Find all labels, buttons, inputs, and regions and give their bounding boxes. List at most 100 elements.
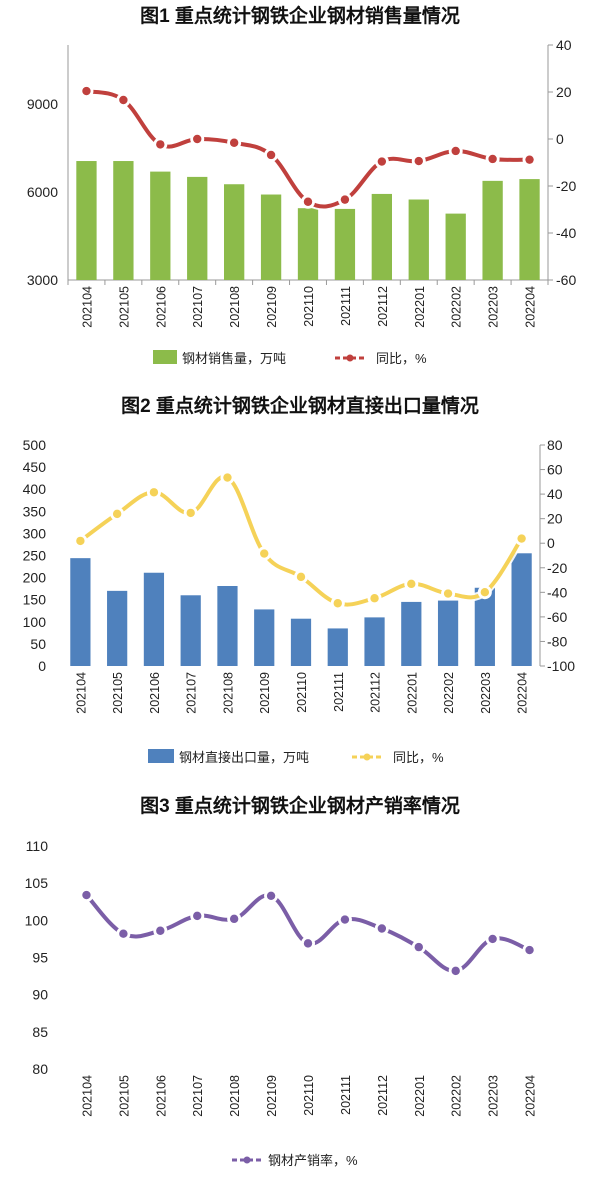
legend-swatch-bar xyxy=(148,749,174,763)
bar xyxy=(519,179,540,280)
left-tick-label: 500 xyxy=(23,437,47,453)
data-point xyxy=(193,911,202,921)
data-point xyxy=(229,138,239,147)
x-tick-label: 202109 xyxy=(258,672,272,714)
bar xyxy=(150,171,171,280)
left-tick-label: 350 xyxy=(23,503,47,519)
x-tick-label: 202203 xyxy=(479,672,493,714)
left-tick-label: 90 xyxy=(32,987,48,1003)
x-tick-label: 202105 xyxy=(117,1075,131,1117)
x-tick-label: 202106 xyxy=(148,672,162,714)
x-tick-label: 202106 xyxy=(154,286,168,328)
data-point xyxy=(407,579,416,589)
bar xyxy=(290,618,312,666)
bar xyxy=(334,208,356,280)
data-point xyxy=(333,599,342,608)
data-point xyxy=(443,589,453,598)
x-tick-label: 202109 xyxy=(265,1075,279,1117)
left-tick-label: 80 xyxy=(32,1061,48,1077)
x-tick-label: 202107 xyxy=(185,672,199,714)
x-tick-label: 202106 xyxy=(154,1075,168,1117)
x-tick-label: 202107 xyxy=(191,1075,205,1117)
left-tick-label: 6000 xyxy=(27,184,58,200)
chart-title: 图2 重点统计钢铁企业钢材直接出口量情况 xyxy=(121,394,479,417)
bar xyxy=(143,572,165,666)
left-tick-label: 85 xyxy=(32,1024,48,1040)
bar xyxy=(482,180,503,280)
left-tick-label: 110 xyxy=(26,838,49,854)
bar xyxy=(511,553,532,666)
bar xyxy=(445,213,466,280)
data-point xyxy=(119,929,128,938)
x-tick-label: 202104 xyxy=(80,286,94,328)
x-tick-label: 202201 xyxy=(413,286,427,328)
right-tick-label: 60 xyxy=(547,462,563,478)
right-tick-label: -100 xyxy=(547,658,575,674)
legend-swatch-marker xyxy=(243,1156,251,1164)
left-tick-label: 100 xyxy=(25,912,49,928)
x-tick-label: 202202 xyxy=(450,1075,464,1117)
x-tick-label: 202108 xyxy=(228,1075,242,1117)
right-tick-label: 20 xyxy=(547,511,563,527)
right-tick-label: -40 xyxy=(547,584,567,600)
left-tick-label: 3000 xyxy=(27,272,58,288)
legend-label: 钢材直接出口量，万吨 xyxy=(179,750,309,765)
chart-2: 图2 重点统计钢铁企业钢材直接出口量情况 -100 -80 -60 -40 -20 0 20 4… xyxy=(23,394,576,765)
data-point xyxy=(377,924,387,933)
data-point xyxy=(488,934,497,944)
right-tick-label: 80 xyxy=(547,437,563,453)
data-point xyxy=(266,150,276,160)
x-tick-label: 202203 xyxy=(487,286,501,328)
left-tick-label: 200 xyxy=(23,570,47,586)
bar xyxy=(401,601,422,666)
x-tick-label: 202112 xyxy=(376,1075,390,1116)
data-point xyxy=(488,154,497,164)
left-tick-label: 100 xyxy=(23,614,47,630)
x-tick-label: 202201 xyxy=(413,1075,427,1117)
x-tick-label: 202111 xyxy=(332,672,346,712)
data-point xyxy=(193,134,202,144)
right-tick-label: -60 xyxy=(547,609,567,625)
data-point xyxy=(414,156,423,166)
bar xyxy=(327,628,348,666)
bar xyxy=(474,587,495,666)
data-point xyxy=(82,890,91,900)
right-tick-label: 0 xyxy=(556,131,564,147)
x-tick-label: 202202 xyxy=(442,672,456,714)
chart-1: 图1 重点统计钢铁企业钢材销售量情况 -60 -40 -20 0 20 40 3000 6000… xyxy=(27,4,577,366)
right-tick-label: -80 xyxy=(547,633,567,649)
x-tick-label: 202111 xyxy=(339,286,353,326)
chart-title: 图1 重点统计钢铁企业钢材销售量情况 xyxy=(140,4,460,27)
legend-label: 同比，% xyxy=(393,750,444,765)
x-tick-label: 202104 xyxy=(80,1075,94,1117)
left-tick-label: 400 xyxy=(23,481,47,497)
bar xyxy=(107,590,128,666)
data-point xyxy=(525,945,534,955)
data-point xyxy=(156,926,165,935)
x-tick-label: 202110 xyxy=(295,672,309,713)
series-line xyxy=(84,893,532,973)
data-point xyxy=(296,572,306,582)
x-tick-label: 202104 xyxy=(74,672,88,714)
data-point xyxy=(266,891,276,901)
data-point xyxy=(223,473,232,482)
bar xyxy=(70,558,91,666)
data-point xyxy=(156,140,165,149)
chart-3: 图3 重点统计钢铁企业钢材产销率情况 80 85 90 95 100 105 110 20210… xyxy=(25,794,538,1168)
x-tick-label: 202105 xyxy=(117,286,131,328)
legend-label: 同比，% xyxy=(376,351,427,366)
bar xyxy=(371,193,392,280)
right-tick-label: 40 xyxy=(547,486,563,502)
left-tick-label: 150 xyxy=(23,592,47,608)
legend-swatch-marker xyxy=(363,753,371,761)
bar xyxy=(408,199,429,280)
legend-swatch-marker xyxy=(346,354,354,362)
right-tick-label: -20 xyxy=(556,178,576,194)
x-tick-label: 202107 xyxy=(191,286,205,328)
x-tick-label: 202105 xyxy=(111,672,125,714)
data-point xyxy=(112,509,122,519)
left-tick-label: 0 xyxy=(38,658,46,674)
x-tick-label: 202204 xyxy=(524,286,538,328)
data-point xyxy=(340,195,350,204)
data-point xyxy=(414,942,423,952)
